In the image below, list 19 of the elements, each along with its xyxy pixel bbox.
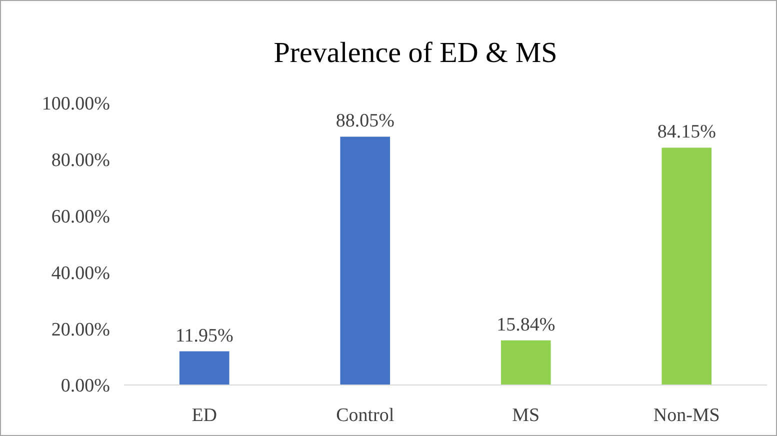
bar bbox=[340, 136, 390, 385]
bar bbox=[179, 351, 230, 385]
y-tick-label: 80.00% bbox=[51, 150, 110, 172]
data-label: 84.15% bbox=[657, 122, 716, 143]
y-tick-label: 0.00% bbox=[60, 376, 110, 397]
x-tick-label: ED bbox=[192, 405, 218, 426]
x-tick-label: Control bbox=[336, 405, 394, 426]
y-tick-label: 20.00% bbox=[51, 319, 110, 340]
data-label: 11.95% bbox=[175, 325, 234, 346]
data-label: 88.05% bbox=[336, 110, 395, 132]
y-tick-label: 40.00% bbox=[51, 262, 110, 284]
chart-title: Prevalence of ED & MS bbox=[274, 37, 558, 69]
bar bbox=[500, 340, 551, 385]
bar bbox=[662, 148, 712, 385]
x-tick-label: Non-MS bbox=[653, 405, 720, 426]
y-tick-label: 100.00% bbox=[42, 94, 110, 115]
x-tick-label: MS bbox=[512, 405, 540, 426]
y-tick-label: 60.00% bbox=[51, 206, 110, 228]
data-label: 15.84% bbox=[496, 314, 556, 336]
